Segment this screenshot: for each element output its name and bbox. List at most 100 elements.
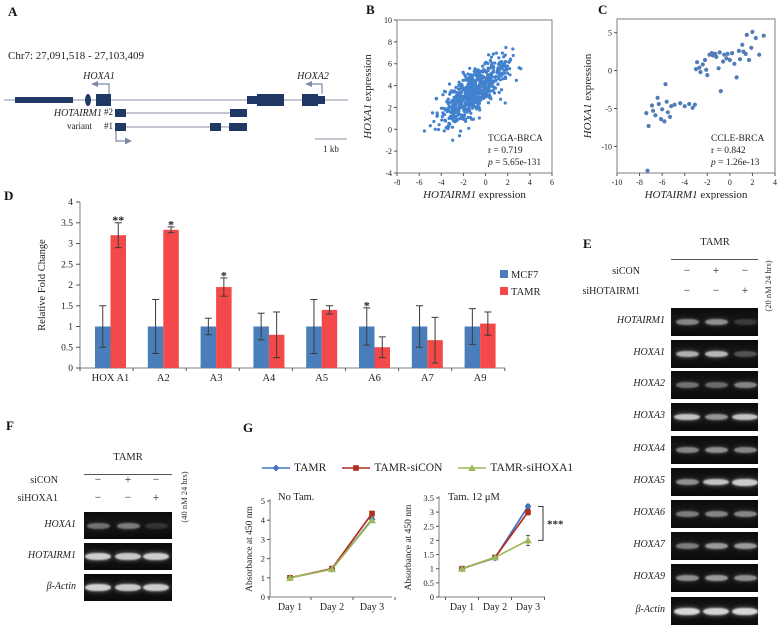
gel-band [675, 319, 699, 325]
svg-text:***: *** [547, 518, 564, 530]
svg-text:1: 1 [68, 323, 73, 333]
gel-gene-label-HOXA5: HOXA5 [633, 475, 665, 486]
hoxa2-gene-label: HOXA2 [296, 71, 329, 82]
lane-symbol: − [712, 285, 720, 297]
svg-text:A7: A7 [421, 373, 434, 384]
gel-band [675, 382, 699, 388]
svg-text:3: 3 [261, 534, 265, 544]
gel-gene-label-HOXA6: HOXA6 [633, 507, 665, 518]
svg-text:-6: -6 [416, 178, 423, 187]
hoxa1-gene-label: HOXA1 [82, 71, 115, 82]
lane-symbol: − [683, 285, 691, 297]
svg-text:3.5: 3.5 [423, 493, 434, 503]
legend-item-TAMR-siCON: TAMR-siCON [342, 462, 442, 474]
svg-text:-4: -4 [438, 178, 445, 187]
svg-text:1: 1 [430, 564, 434, 574]
panel-d-label: D [4, 188, 14, 203]
gel-gene-label-HOXA1: HOXA1 [633, 347, 665, 358]
svg-text:-2: -2 [460, 178, 467, 187]
legend-marker-diamond-icon [262, 464, 290, 472]
lane-symbol: + [124, 474, 132, 486]
svg-text:Day 1: Day 1 [450, 602, 474, 613]
gel-band [85, 584, 111, 591]
gel-gene-label-HOXA1: HOXA1 [44, 518, 76, 530]
gel-image-HOXA7 [671, 532, 758, 560]
svg-text:5: 5 [608, 29, 612, 38]
gel-gene-label-HOXA4: HOXA4 [633, 443, 665, 454]
svg-text:2.5: 2.5 [423, 521, 434, 531]
svg-text:0: 0 [728, 178, 732, 187]
gel-image-β-Actin [671, 597, 758, 625]
bar-TAMR [110, 235, 126, 368]
condition-label-siHOTAIRM1: siHOTAIRM1 [582, 286, 640, 297]
svg-text:2: 2 [261, 554, 265, 564]
svg-text:A9: A9 [474, 373, 487, 384]
gel-band [675, 351, 699, 357]
svg-text:Tam. 12 μM: Tam. 12 μM [448, 492, 501, 503]
svg-text:1.5: 1.5 [423, 550, 434, 560]
gel-image-HOXA6 [671, 500, 758, 528]
legend-item-TAMR: TAMR [262, 462, 326, 474]
svg-text:*: * [221, 269, 227, 283]
growth-curve-legend: TAMR TAMR-siCON TAMR-siHOXA1 [262, 462, 573, 474]
svg-text:HOTAIRM1 expression: HOTAIRM1 expression [422, 189, 526, 200]
svg-text:*: * [364, 299, 370, 313]
scatter-points [422, 45, 523, 142]
hotairm1-tss-arrow [115, 131, 126, 142]
gel-image-HOXA9 [671, 564, 758, 592]
svg-text:A6: A6 [368, 373, 381, 384]
plot-frame [396, 19, 553, 174]
svg-text:Absorbance at 450 nm: Absorbance at 450 nm [404, 504, 414, 590]
gel-image-HOXA1 [84, 512, 172, 539]
gel-band [704, 414, 728, 420]
gel-band [116, 522, 140, 529]
svg-text:0.5: 0.5 [423, 578, 434, 588]
variant-1-label: #1 [104, 121, 113, 131]
svg-text:1: 1 [261, 573, 265, 583]
svg-text:4: 4 [261, 515, 266, 525]
gel-band [144, 522, 168, 529]
legend-marker-square-icon [342, 465, 371, 471]
svg-text:Day 2: Day 2 [483, 602, 507, 613]
svg-text:Day 2: Day 2 [320, 602, 344, 613]
svg-text:-2: -2 [385, 147, 392, 156]
svg-text:A3: A3 [210, 373, 223, 384]
panel-f-label: F [6, 418, 14, 433]
gel-band [143, 584, 169, 591]
svg-text:-6: -6 [659, 178, 666, 187]
svg-text:HOXA1 expression: HOXA1 expression [362, 54, 374, 140]
treatment-header: TAMR [700, 237, 730, 248]
svg-text:Absorbance at 450 nm: Absorbance at 450 nm [245, 506, 255, 592]
svg-text:Day 1: Day 1 [278, 602, 302, 613]
gel-band [733, 543, 757, 549]
legend-label: TAMR-siCON [374, 462, 443, 474]
gel-band [733, 319, 757, 325]
condition-label-siCON: siCON [30, 475, 58, 486]
treatment-header: TAMR [113, 452, 143, 463]
condition-label-siHOXA1: siHOXA1 [17, 493, 58, 504]
lane-symbol: − [741, 265, 749, 277]
gel-band [704, 511, 728, 517]
bar-TAMR [216, 287, 232, 368]
gel-gene-label-HOXA2: HOXA2 [633, 378, 665, 389]
svg-text:0: 0 [68, 364, 73, 374]
svg-text:2.5: 2.5 [61, 260, 73, 270]
gel-image-HOXA3 [671, 403, 758, 431]
gel-gene-label-HOXA3: HOXA3 [633, 410, 665, 421]
exon-boxes [15, 94, 325, 131]
svg-text:1.5: 1.5 [61, 302, 73, 312]
svg-text:No Tam.: No Tam. [278, 492, 314, 503]
bar-MCF7 [359, 326, 375, 368]
svg-text:-2: -2 [704, 178, 711, 187]
svg-text:0: 0 [484, 178, 488, 187]
scatter-ccle-chart: -10 -8 -6 -4 -2 0 2 4 -10 -5 0 5 HOTAIRM1 expression… [582, 18, 777, 200]
gel-band [732, 607, 758, 615]
svg-text:-10: -10 [601, 142, 612, 151]
svg-text:5: 5 [261, 496, 265, 506]
gel-band [733, 447, 757, 453]
scale-bar-label: 1 kb [323, 144, 339, 154]
svg-text:r = 0.842: r = 0.842 [711, 146, 746, 156]
svg-text:A2: A2 [157, 373, 170, 384]
header-underline [84, 474, 172, 475]
svg-text:0.5: 0.5 [61, 343, 73, 353]
